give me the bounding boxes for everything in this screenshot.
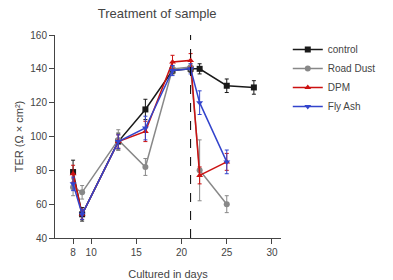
svg-text:80: 80 [36,165,48,176]
svg-text:Road Dust: Road Dust [328,63,375,74]
svg-text:25: 25 [221,247,233,258]
svg-text:Fly Ash: Fly Ash [328,101,361,112]
svg-text:8: 8 [70,247,76,258]
svg-text:DPM: DPM [328,82,350,93]
svg-text:Treatment of sample: Treatment of sample [98,6,217,21]
svg-text:40: 40 [36,233,48,244]
svg-text:120: 120 [30,97,47,108]
svg-text:30: 30 [266,247,278,258]
svg-text:TER (Ω × cm²): TER (Ω × cm²) [13,101,25,172]
svg-text:10: 10 [86,247,98,258]
svg-text:100: 100 [30,131,47,142]
svg-text:15: 15 [131,247,143,258]
svg-text:160: 160 [30,30,47,41]
svg-text:140: 140 [30,63,47,74]
svg-text:Cultured in days: Cultured in days [128,268,208,280]
svg-text:20: 20 [176,247,188,258]
svg-text:60: 60 [36,199,48,210]
svg-text:control: control [328,44,358,55]
